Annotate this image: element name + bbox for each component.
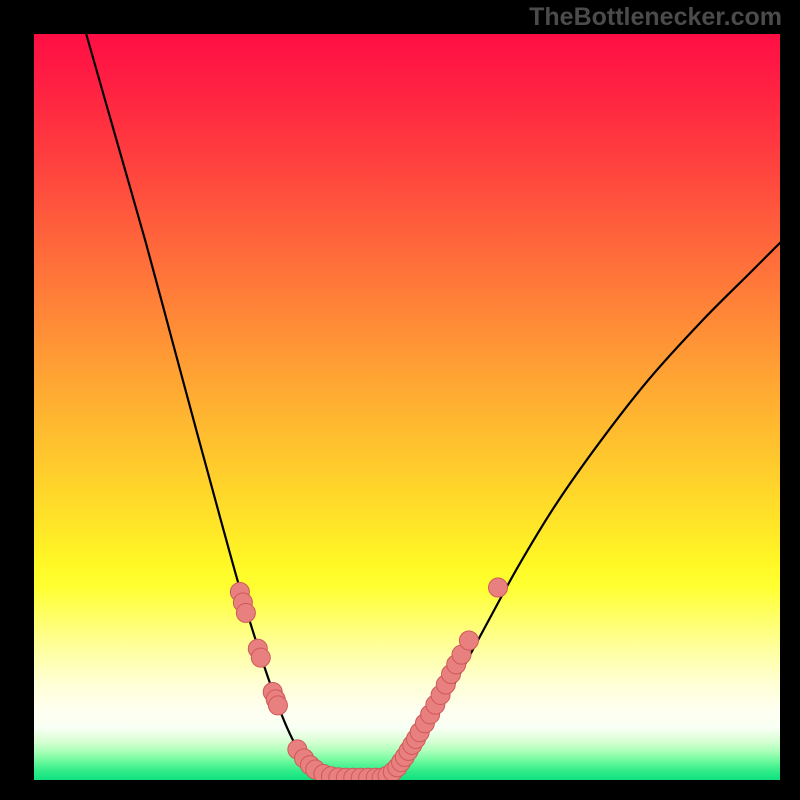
data-marker (236, 603, 255, 622)
plot-area (34, 34, 780, 780)
chart-stage: TheBottlenecker.com (0, 0, 800, 800)
watermark-text: TheBottlenecker.com (529, 3, 782, 32)
data-marker (251, 648, 270, 667)
data-marker (459, 631, 478, 650)
data-marker (268, 696, 287, 715)
data-marker (489, 578, 508, 597)
v-curve-line (86, 34, 780, 778)
curve-overlay (34, 34, 780, 780)
